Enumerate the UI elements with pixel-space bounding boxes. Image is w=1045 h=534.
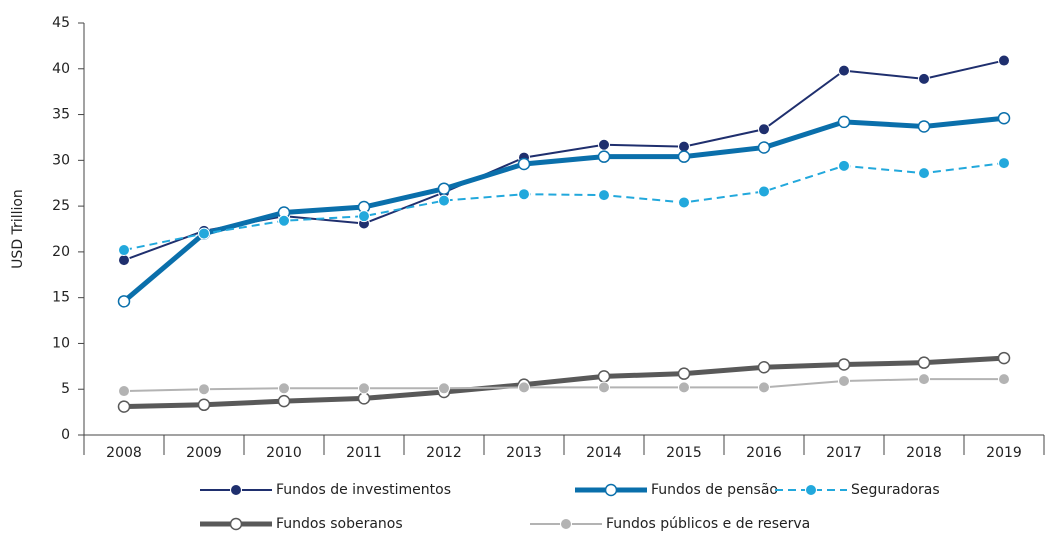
series-line	[123, 378, 1004, 393]
x-tick-label: 2017	[826, 445, 862, 461]
marker	[117, 400, 131, 413]
marker	[517, 157, 531, 171]
marker	[837, 115, 851, 129]
marker	[198, 383, 210, 396]
legend-label: Fundos de investimentos	[276, 482, 451, 498]
legend-marker	[604, 483, 618, 497]
marker	[598, 189, 610, 202]
marker	[758, 123, 770, 136]
legend-marker	[230, 484, 242, 496]
marker	[117, 295, 131, 308]
marker	[358, 210, 370, 223]
legend-marker	[805, 484, 817, 496]
marker	[838, 64, 850, 77]
marker	[437, 182, 451, 195]
legend-label: Fundos soberanos	[276, 516, 403, 532]
marker	[677, 150, 691, 163]
y-tick-label: 30	[52, 152, 70, 168]
marker	[358, 382, 370, 395]
x-tick-label: 2011	[346, 445, 382, 461]
marker	[998, 54, 1010, 67]
y-tick-label: 5	[61, 381, 70, 397]
legend-marker	[229, 517, 243, 531]
legend-label: Fundos públicos e de reserva	[606, 516, 810, 532]
legend-marker	[560, 518, 572, 530]
marker	[597, 370, 611, 383]
marker	[917, 120, 931, 133]
marker	[997, 351, 1011, 365]
marker	[757, 141, 771, 154]
y-tick-label: 25	[52, 198, 70, 214]
x-tick-label: 2018	[906, 445, 942, 461]
marker	[278, 214, 290, 227]
marker	[998, 157, 1010, 170]
marker	[197, 398, 211, 412]
marker	[357, 392, 371, 405]
x-tick-label: 2013	[506, 445, 542, 461]
marker	[198, 227, 210, 240]
marker	[677, 367, 691, 380]
marker	[597, 150, 611, 163]
x-tick-label: 2008	[106, 445, 142, 461]
marker	[678, 196, 690, 209]
marker	[917, 356, 931, 369]
series-line	[123, 355, 1005, 410]
x-tick-label: 2019	[986, 445, 1022, 461]
marker	[518, 381, 530, 394]
x-tick-label: 2010	[266, 445, 302, 461]
legend-label: Seguradoras	[851, 482, 940, 498]
series-line	[123, 59, 1005, 262]
marker	[277, 394, 291, 408]
series-line	[123, 162, 1005, 252]
y-tick-label: 40	[52, 61, 70, 77]
marker	[997, 111, 1011, 125]
marker	[598, 381, 610, 394]
marker	[438, 382, 450, 395]
y-tick-label: 15	[52, 290, 70, 306]
y-tick-label: 45	[52, 15, 70, 31]
marker	[758, 381, 770, 394]
x-tick-label: 2014	[586, 445, 622, 461]
marker	[118, 254, 130, 267]
legend-label: Fundos de pensão	[651, 482, 778, 498]
marker	[758, 185, 770, 198]
x-tick-label: 2009	[186, 445, 222, 461]
marker	[918, 167, 930, 180]
x-tick-label: 2012	[426, 445, 462, 461]
marker	[118, 244, 130, 257]
marker	[918, 72, 930, 85]
marker	[837, 358, 851, 371]
marker	[838, 159, 850, 172]
marker	[518, 188, 530, 201]
y-axis-label: USD Trillion	[10, 189, 26, 269]
marker	[678, 381, 690, 394]
x-tick-label: 2015	[666, 445, 702, 461]
y-tick-label: 10	[52, 335, 70, 351]
marker	[598, 138, 610, 151]
marker	[998, 373, 1010, 386]
marker	[918, 373, 930, 386]
y-tick-label: 20	[52, 244, 70, 260]
marker	[757, 360, 771, 374]
series-line	[122, 115, 1005, 304]
marker	[438, 194, 450, 207]
x-tick-label: 2016	[746, 445, 782, 461]
marker	[278, 382, 290, 395]
marker	[838, 374, 850, 387]
y-tick-label: 0	[61, 427, 70, 443]
y-tick-label: 35	[52, 107, 70, 123]
marker	[118, 385, 130, 398]
